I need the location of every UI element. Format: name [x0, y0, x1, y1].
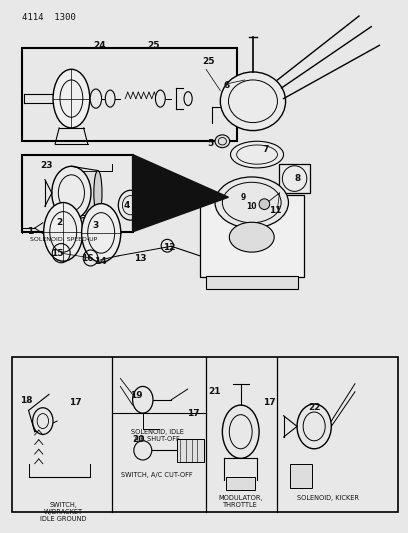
Text: 25: 25 — [147, 41, 159, 50]
Text: SWITCH,
W/BRACKET
IDLE GROUND: SWITCH, W/BRACKET IDLE GROUND — [40, 502, 86, 522]
Bar — [145, 198, 157, 211]
Text: 7: 7 — [262, 145, 268, 154]
Text: 8: 8 — [295, 174, 301, 183]
Bar — [22, 155, 133, 232]
Bar — [22, 48, 237, 141]
Bar — [290, 464, 312, 488]
Text: 4114  1300: 4114 1300 — [22, 13, 76, 22]
Text: 23: 23 — [41, 161, 53, 169]
Ellipse shape — [155, 90, 165, 107]
Ellipse shape — [220, 72, 286, 131]
Text: SOLENOID, SPEED-UP: SOLENOID, SPEED-UP — [30, 237, 97, 241]
Ellipse shape — [215, 135, 230, 148]
Ellipse shape — [222, 405, 259, 458]
Ellipse shape — [118, 190, 143, 220]
Bar — [226, 477, 255, 490]
Ellipse shape — [94, 171, 102, 215]
Text: 16: 16 — [82, 254, 94, 263]
Text: SOLENOID, IDLE
AIR SHUT-OFF: SOLENOID, IDLE AIR SHUT-OFF — [131, 429, 184, 442]
Text: 13: 13 — [135, 254, 147, 263]
Ellipse shape — [259, 199, 270, 209]
Text: 5: 5 — [207, 140, 213, 148]
Text: 21: 21 — [208, 387, 220, 396]
Ellipse shape — [133, 386, 153, 413]
Ellipse shape — [297, 404, 331, 449]
Bar — [71, 171, 98, 215]
Ellipse shape — [82, 204, 121, 262]
Text: 24: 24 — [94, 41, 106, 50]
Ellipse shape — [231, 141, 284, 168]
Text: 6: 6 — [223, 81, 230, 90]
Text: 12: 12 — [163, 244, 175, 252]
Text: 14: 14 — [94, 257, 106, 265]
Text: 20: 20 — [133, 435, 145, 444]
Text: 17: 17 — [188, 409, 200, 417]
Text: 2: 2 — [56, 219, 62, 227]
Ellipse shape — [44, 203, 83, 261]
Text: 3: 3 — [93, 221, 99, 230]
Polygon shape — [133, 155, 228, 232]
Ellipse shape — [215, 177, 288, 228]
Text: MODULATOR,
THROTTLE: MODULATOR, THROTTLE — [218, 495, 263, 507]
Text: 11: 11 — [269, 206, 282, 215]
Bar — [12, 357, 398, 512]
Text: 17: 17 — [263, 398, 275, 407]
Text: 22: 22 — [308, 403, 320, 412]
Text: 17: 17 — [69, 398, 82, 407]
Bar — [279, 164, 310, 193]
Ellipse shape — [105, 90, 115, 107]
Text: 9: 9 — [240, 193, 245, 201]
Text: SOLENOID, KICKER: SOLENOID, KICKER — [297, 495, 359, 500]
Text: 25: 25 — [202, 57, 214, 66]
Ellipse shape — [52, 166, 91, 220]
Text: SWITCH, A/C CUT-OFF: SWITCH, A/C CUT-OFF — [121, 472, 193, 478]
Text: 10: 10 — [246, 203, 256, 211]
Ellipse shape — [53, 69, 90, 128]
Ellipse shape — [90, 89, 102, 108]
Ellipse shape — [134, 441, 152, 460]
Text: 19: 19 — [131, 391, 143, 400]
Ellipse shape — [229, 222, 274, 252]
Bar — [200, 195, 304, 277]
Ellipse shape — [33, 408, 53, 434]
Bar — [177, 439, 204, 462]
Text: 1: 1 — [27, 228, 34, 236]
Text: 15: 15 — [51, 249, 63, 257]
Bar — [206, 276, 298, 289]
Text: 4: 4 — [123, 201, 130, 209]
Text: 18: 18 — [20, 397, 33, 405]
